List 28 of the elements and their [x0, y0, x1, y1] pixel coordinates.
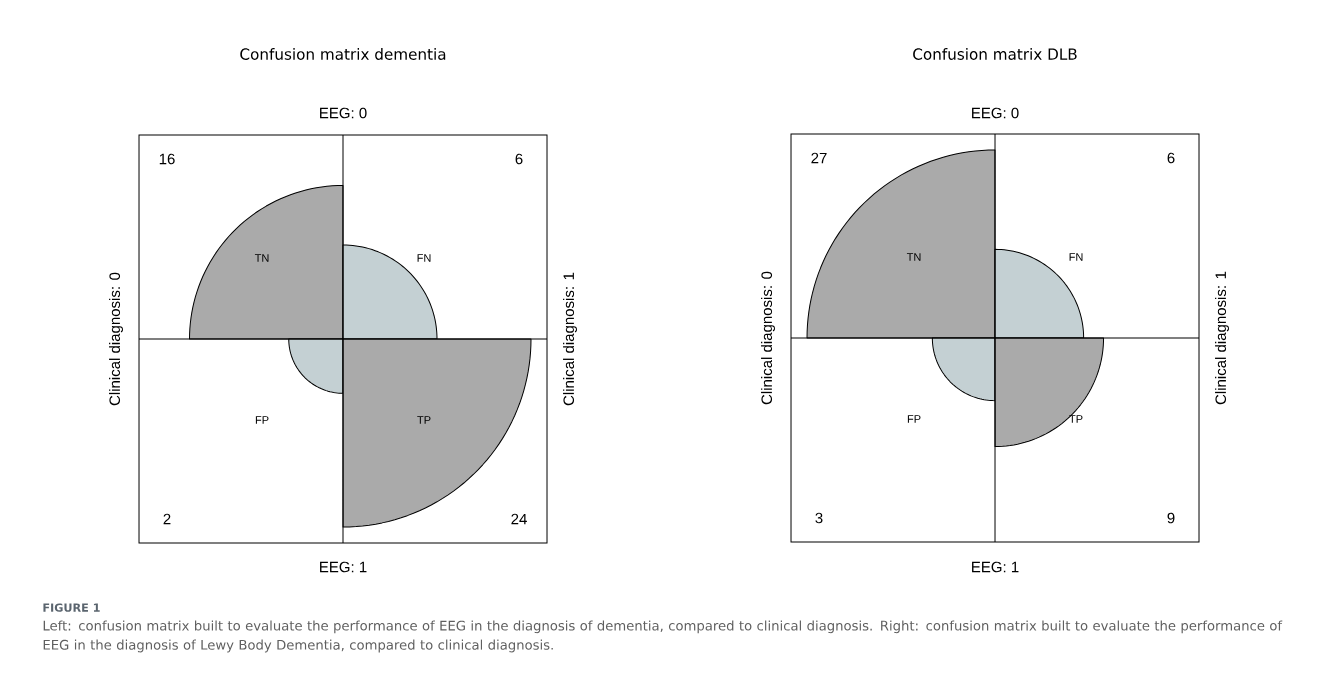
text: EEG: 0	[972, 107, 1019, 119]
data-label: 6	[1167, 152, 1175, 164]
text: Clinical diagnosis: 0	[761, 271, 775, 405]
category-label: FN	[417, 254, 431, 262]
category-label: TN	[254, 254, 269, 262]
category-label: FP	[907, 415, 921, 423]
text: EEG: 0	[320, 107, 367, 119]
category-label: TP	[1069, 415, 1083, 423]
text: Clinical diagnosis: 0	[109, 272, 123, 406]
caption: FIGURE 1	[43, 603, 100, 612]
category-label: FN	[1069, 253, 1083, 261]
data-label: 24	[511, 513, 527, 525]
data-label: 3	[815, 512, 823, 524]
text: Confusion matrix dementia	[240, 48, 446, 60]
data-label: 27	[811, 152, 827, 164]
text: Left: confusion matrix built to evaluate the performance of EEG in the diagnosis of dementia, compared to clinical diagnosis. Right: confusion matrix built to evaluate the performance of EEG in the diagnosis of Lewy Body Dementia, compared to clinical diagnosis.	[43, 620, 1283, 653]
text: Clinical diagnosis: 1	[1215, 271, 1229, 405]
text: EEG: 1	[972, 561, 1019, 573]
text: Clinical diagnosis: 1	[563, 272, 577, 406]
data-label: 16	[159, 153, 175, 165]
category-label: TP	[417, 416, 431, 424]
category-label: TN	[906, 253, 921, 261]
text: EEG: 1	[320, 561, 367, 573]
category-label: FP	[255, 416, 269, 424]
data-label: 6	[515, 153, 523, 165]
text: Confusion matrix DLB	[913, 48, 1077, 60]
data-label: 2	[163, 513, 171, 525]
data-label: 9	[1167, 512, 1175, 524]
